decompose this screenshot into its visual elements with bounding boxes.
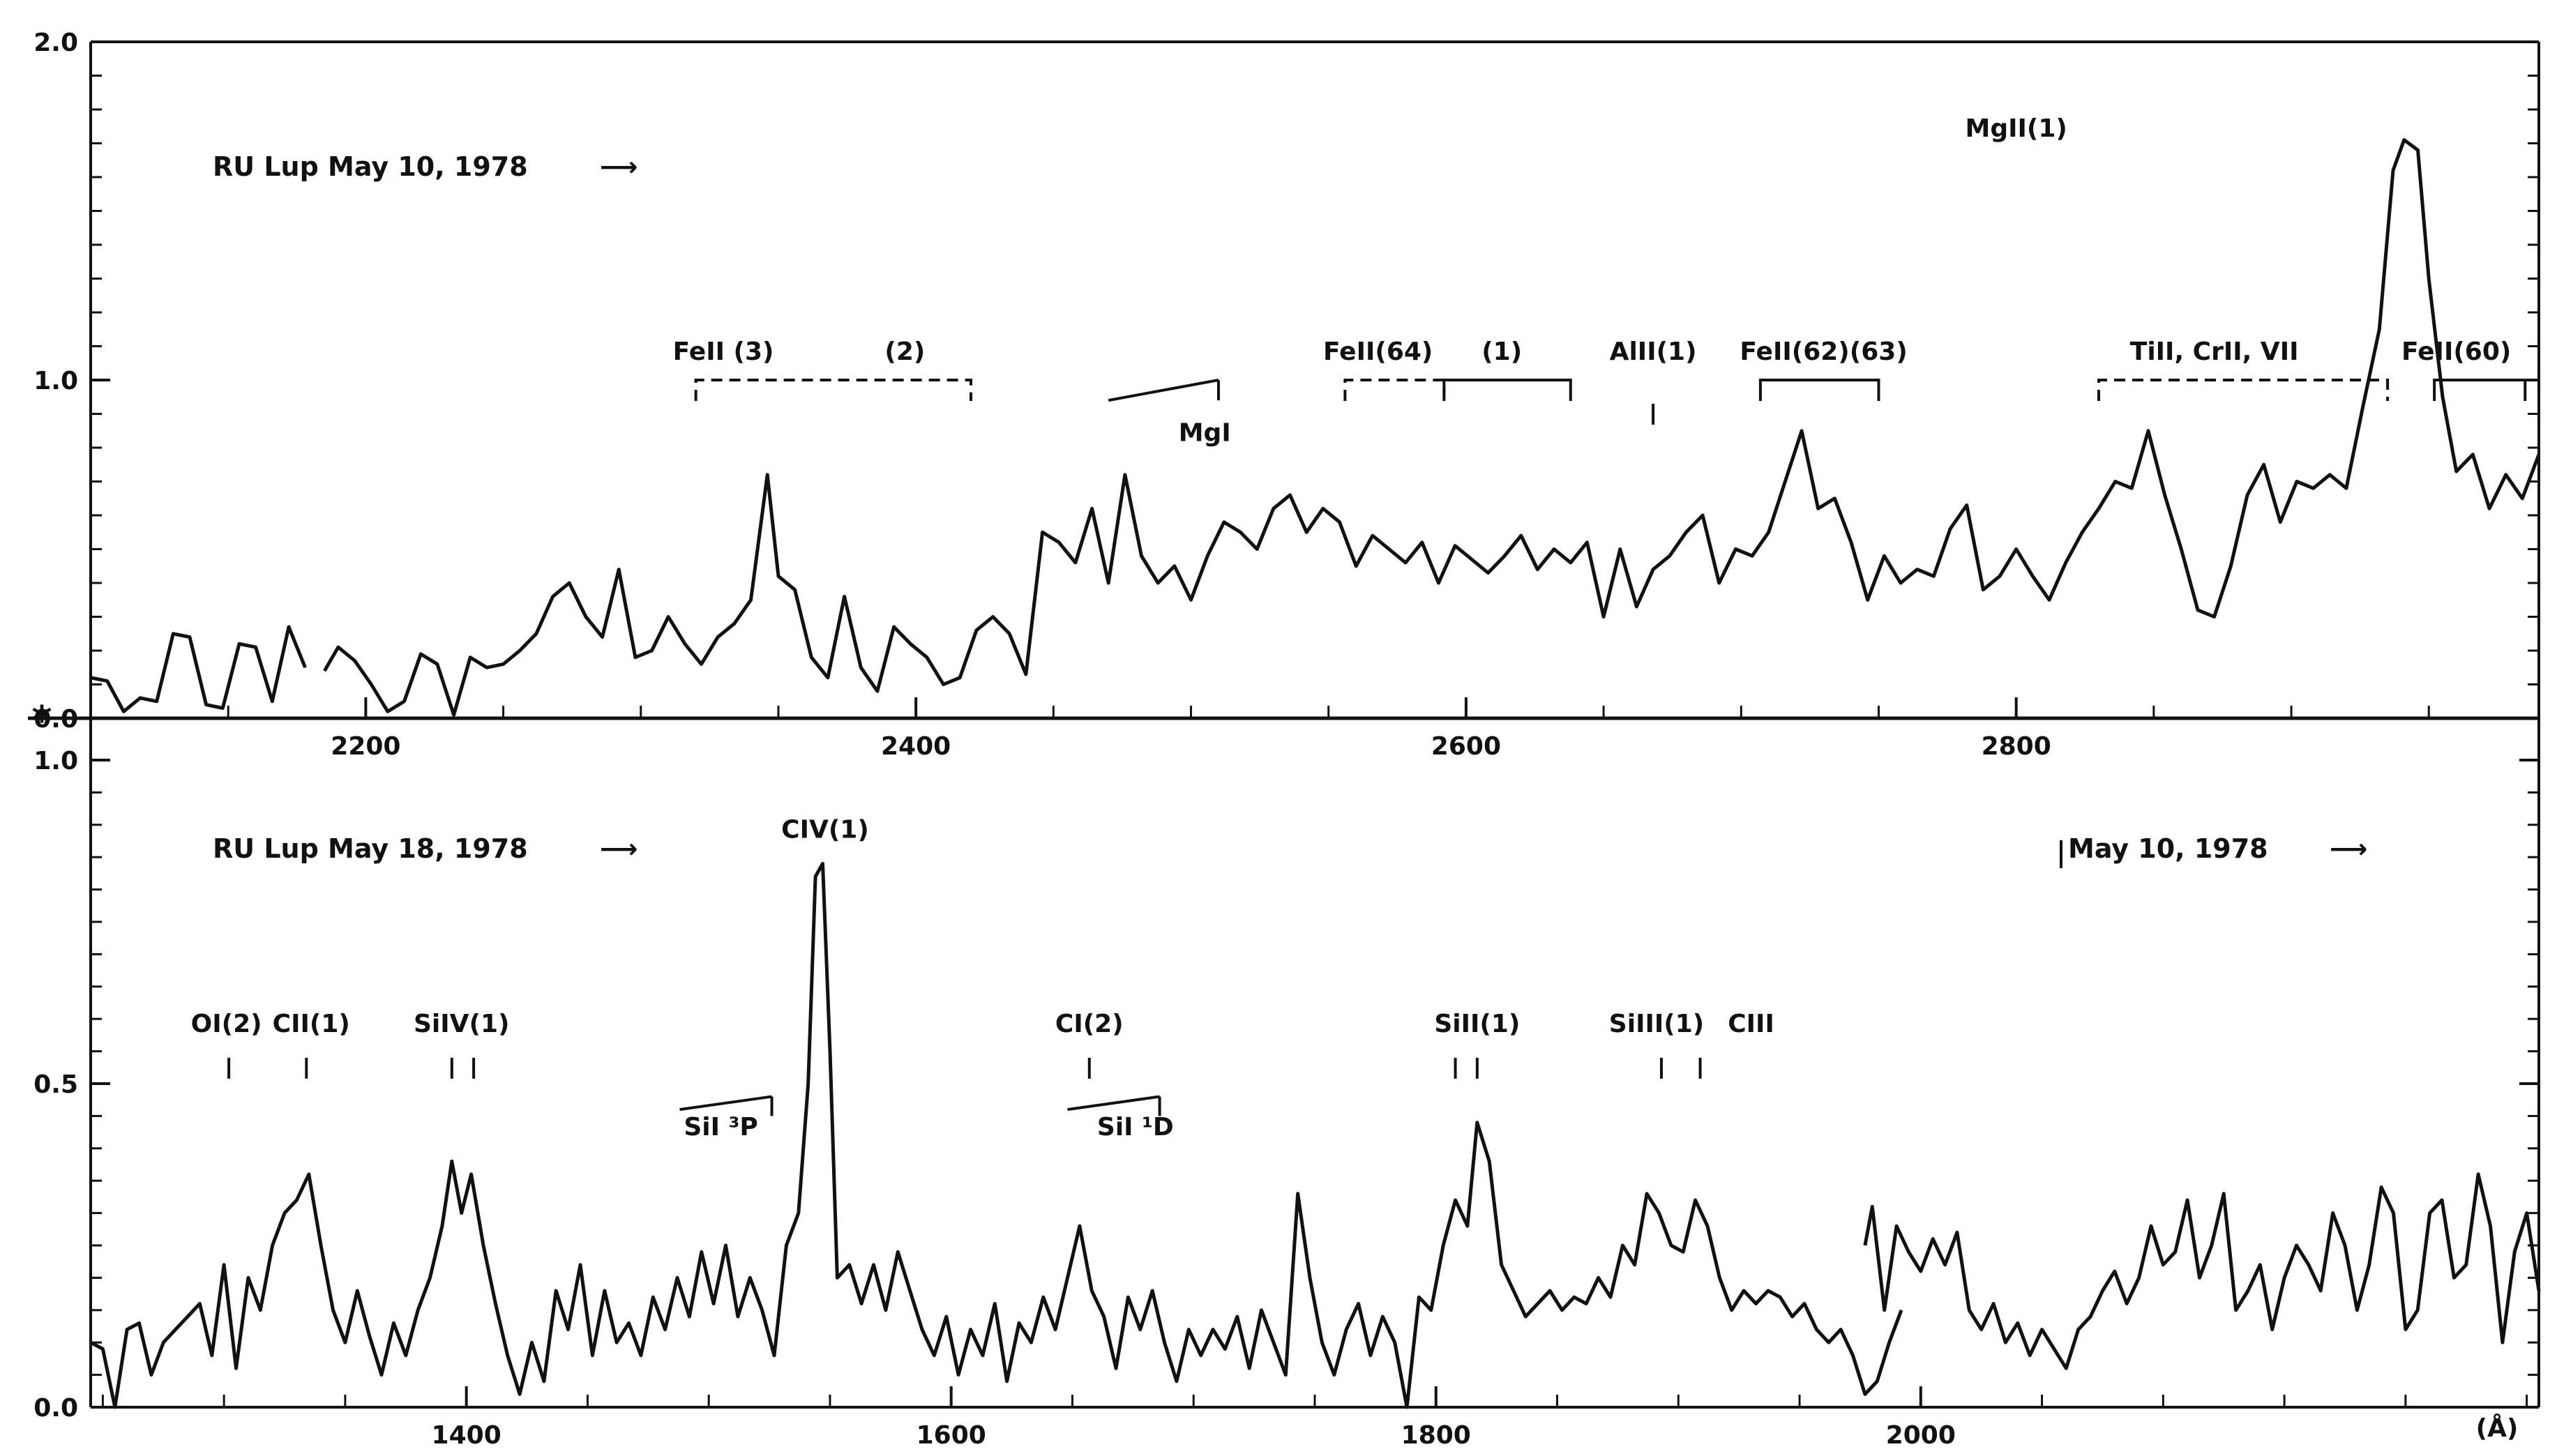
bot-line-label: SiIV(1) (414, 1010, 509, 1038)
top-line-label: FeII(62)(63) (1740, 338, 1907, 366)
bot-line-label: SiI ³P (684, 1113, 757, 1142)
bottom-series (89, 862, 2541, 1409)
top-x-tick-label: 2400 (881, 732, 951, 761)
bot-x-tick-label: 1600 (917, 1421, 986, 1450)
bottom-subtitle-arrow: ⟶ (2330, 833, 2367, 864)
bot-x-tick-label: 1400 (432, 1421, 501, 1450)
top-x-tick-label: 2600 (1431, 732, 1501, 761)
feii-1-bracket (1442, 379, 1572, 401)
top-ticks (89, 40, 2539, 720)
bot-line-label: OI(2) (191, 1010, 262, 1038)
top-line-label: FeII(60) (2401, 338, 2511, 366)
bot-line-label: CIV(1) (781, 815, 869, 844)
bot-y-tick-label: 1.0 (33, 747, 78, 775)
bot-spectrum-line (1863, 1172, 2541, 1370)
star-marker: * (31, 698, 52, 743)
feii-64-bracket (1343, 379, 1446, 401)
top-x-tick-label: 2800 (1982, 732, 2051, 761)
top-panel-title: RU Lup May 10, 1978 (213, 151, 528, 182)
top-y-tick-label: 2.0 (33, 29, 78, 57)
top-line-label: AlII(1) (1610, 338, 1697, 366)
tiii-crii-vii-bracket (2097, 379, 2390, 401)
top-spectrum-line (323, 138, 2541, 717)
mgi-slant-line (1108, 379, 1219, 402)
top-line-label: FeII(64) (1323, 338, 1433, 366)
top-spectrum-line (90, 625, 307, 713)
x-unit-label: (Å) (2476, 1413, 2519, 1443)
top-x-tick-label: 2200 (331, 732, 400, 761)
bot-line-label: SiIII(1) (1609, 1010, 1704, 1038)
bottom-title-arrow: ⟶ (600, 833, 638, 864)
bot-line-label: SiI ¹D (1097, 1113, 1174, 1142)
bot-x-tick-label: 1800 (1401, 1421, 1471, 1450)
top-title-arrow: ⟶ (600, 151, 638, 182)
top-line-label: (1) (1481, 338, 1522, 366)
bot-y-tick-label: 0.5 (33, 1070, 78, 1099)
top-y-tick-label: 1.0 (33, 367, 78, 395)
feii-62-63-bracket (1758, 379, 1880, 401)
top-line-markers (694, 379, 2527, 425)
feii-3-2-bracket (694, 379, 973, 401)
bot-line-label: CII(1) (273, 1010, 350, 1038)
bot-line-label: CIII (1728, 1010, 1774, 1038)
bot-line-label: SiII(1) (1434, 1010, 1520, 1038)
sii-1d-slant-line (1067, 1095, 1160, 1112)
top-line-label: TiII, CrII, VII (2130, 338, 2299, 366)
bot-x-tick-label: 2000 (1886, 1421, 1956, 1450)
bot-y-tick-label: 0.0 (33, 1394, 78, 1423)
bottom-panel-subtitle: May 10, 1978 (2068, 833, 2268, 864)
bottom-labels: 0.0 0.5 1.0 1400 1600 1800 2000 OI(2) CII(1) SiIV… (33, 747, 1956, 1450)
bottom-line-markers (227, 1057, 1702, 1116)
top-line-label: MgI (1179, 418, 1231, 447)
top-line-label: MgII(1) (1966, 114, 2067, 143)
bottom-panel: 0.0 0.5 1.0 1400 1600 1800 2000 OI(2) CII(1) SiIV… (31, 698, 2541, 1450)
bot-spectrum-line (89, 862, 1903, 1409)
sii-3p-slant-line (679, 1095, 772, 1112)
top-line-label: FeII (3) (673, 338, 774, 366)
top-series (90, 138, 2541, 717)
bottom-ticks (91, 759, 2539, 1409)
bot-line-label: CI(2) (1055, 1010, 1124, 1038)
feii-60-bracket (2433, 379, 2527, 401)
bottom-panel-title: RU Lup May 18, 1978 (213, 833, 528, 864)
top-line-label: (2) (884, 338, 925, 366)
